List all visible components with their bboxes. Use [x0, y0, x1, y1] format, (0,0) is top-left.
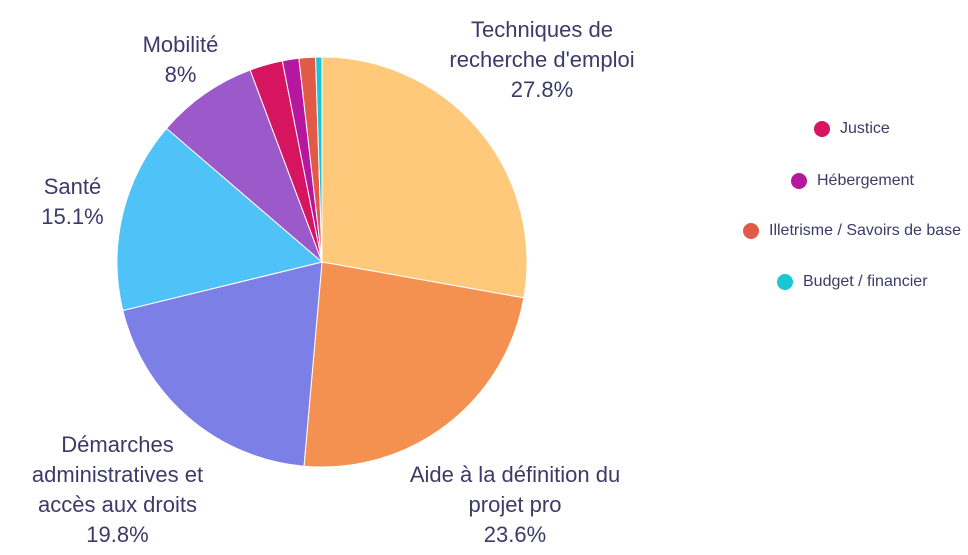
legend-item: Justice: [814, 120, 890, 138]
pie-slice: [321, 56, 528, 299]
slice-value: 27.8%: [510, 77, 574, 102]
legend-label: Illetrisme / Savoirs de base: [769, 222, 962, 239]
slice-label: Mobilité 8%: [128, 30, 233, 90]
slice-label: Santé 15.1%: [30, 172, 115, 232]
slice-label: Techniques de recherche d'emploi 27.8%: [447, 15, 637, 105]
legend-label: Hébergement: [817, 172, 914, 189]
legend-item: Illetrisme / Savoirs de base: [743, 222, 961, 240]
pie-slice: [315, 56, 323, 263]
slice-label: Aide à la définition du projet pro 23.6%: [395, 460, 635, 550]
legend-label: Justice: [840, 120, 890, 137]
legend-swatch: [814, 121, 830, 137]
legend-label: Budget / financier: [803, 273, 928, 290]
slice-name: Démarches administratives et accès aux d…: [31, 432, 204, 517]
slice-name: Aide à la définition du projet pro: [409, 462, 621, 517]
slice-name: Techniques de recherche d'emploi: [449, 17, 635, 72]
slice-value: 8%: [164, 62, 197, 87]
slice-name: Mobilité: [142, 32, 219, 57]
pie-slice: [116, 127, 324, 312]
legend-item: Budget / financier: [777, 273, 928, 291]
pie-slice: [122, 261, 323, 467]
slice-label: Démarches administratives et accès aux d…: [10, 430, 225, 550]
legend-swatch: [791, 173, 807, 189]
pie-slice: [303, 261, 525, 468]
legend-swatch: [743, 223, 759, 239]
legend-item: Hébergement: [791, 172, 914, 190]
slice-value: 23.6%: [483, 522, 547, 547]
slice-name: Santé: [43, 174, 102, 199]
legend-swatch: [777, 274, 793, 290]
pie-slice: [165, 69, 323, 263]
slice-value: 15.1%: [41, 204, 104, 229]
slice-value: 19.8%: [86, 522, 149, 547]
